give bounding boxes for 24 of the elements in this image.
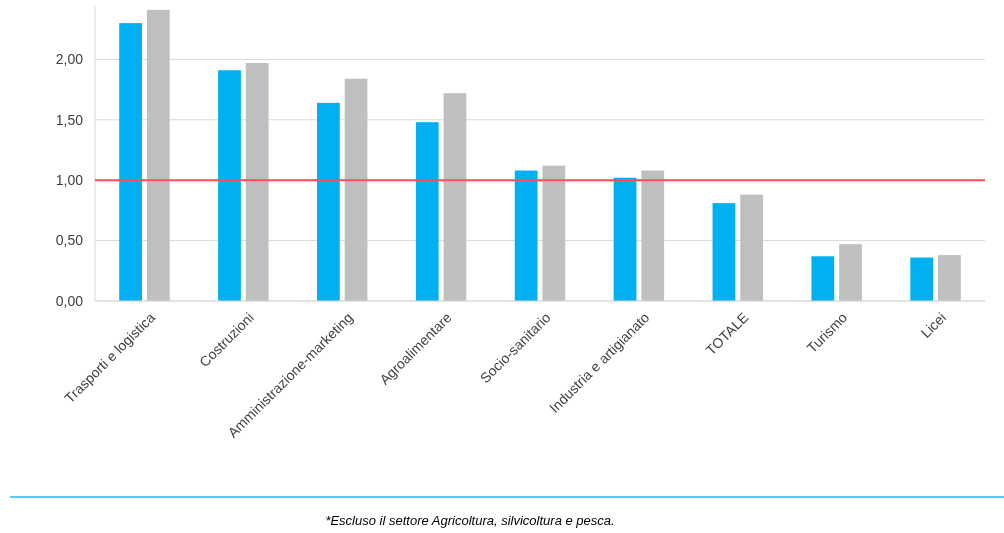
bar — [712, 203, 736, 301]
bar — [641, 170, 665, 301]
bar — [344, 78, 368, 301]
bar — [146, 9, 170, 301]
bar — [119, 23, 142, 301]
bar — [613, 177, 637, 301]
bar — [317, 102, 340, 301]
bar — [514, 170, 538, 301]
y-tick-label: 0,00 — [55, 292, 84, 309]
y-tick-label: 2,00 — [55, 51, 84, 68]
y-tick-label: 1,00 — [55, 172, 84, 189]
bar — [245, 62, 269, 301]
y-tick-label: 1,50 — [55, 111, 84, 128]
y-tick-label: 0,50 — [55, 232, 84, 249]
bar — [740, 194, 763, 301]
bar — [443, 93, 467, 301]
bar — [811, 256, 835, 301]
bar — [542, 165, 566, 301]
bar — [938, 255, 961, 301]
bar — [218, 70, 241, 301]
bar — [839, 244, 862, 301]
bar — [910, 257, 934, 301]
text: *Escluso il settore Agricoltura, silvicoltura e pesca. — [325, 513, 615, 528]
bar — [415, 122, 439, 301]
